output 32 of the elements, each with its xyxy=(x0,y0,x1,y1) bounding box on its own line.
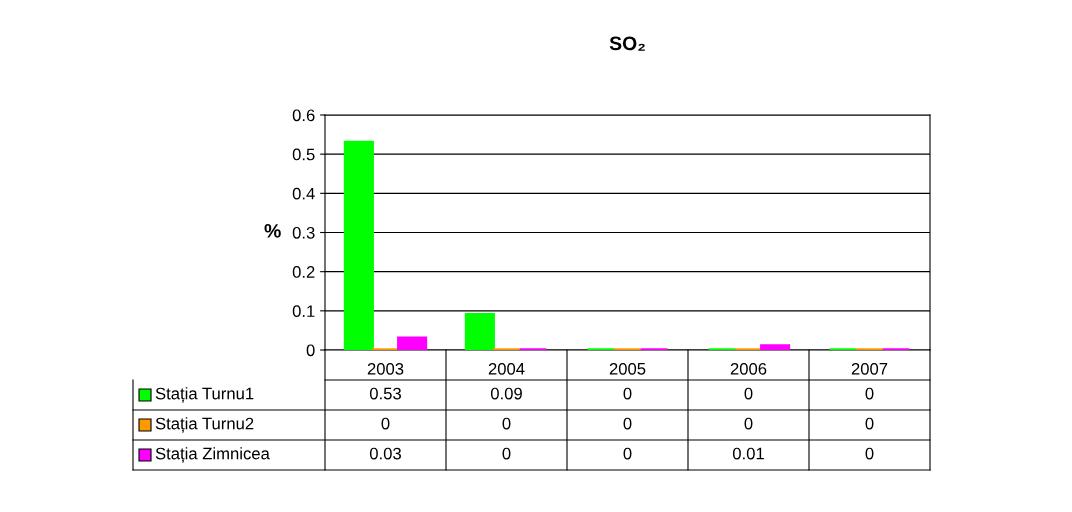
data-label: 0.01 xyxy=(732,447,764,460)
y-tick-label: 0.6 xyxy=(292,109,315,122)
data-label: 0.09 xyxy=(490,387,522,400)
x-tick-label: 2004 xyxy=(488,362,525,375)
legend-label: Stația Turnu2 xyxy=(155,417,254,433)
data-label: 0 xyxy=(623,387,632,400)
y-tick-label: 0 xyxy=(306,344,315,357)
x-tick-label: 2005 xyxy=(609,362,646,375)
y-tick-label: 0.4 xyxy=(292,187,315,200)
data-label: 0 xyxy=(623,447,632,460)
data-label: 0 xyxy=(623,417,632,430)
data-label: 0.03 xyxy=(369,447,401,460)
data-label: 0 xyxy=(865,447,874,460)
chart-title: SO₂ xyxy=(609,36,645,51)
x-tick-label: 2006 xyxy=(730,362,767,375)
x-tick-label: 2007 xyxy=(851,362,888,375)
legend-label: Stația Zimnicea xyxy=(155,447,270,463)
data-label: 0.53 xyxy=(369,387,401,400)
data-label: 0 xyxy=(502,417,511,430)
data-label: 0 xyxy=(381,417,390,430)
data-label: 0 xyxy=(502,447,511,460)
y-tick-label: 0.1 xyxy=(292,305,315,318)
data-label: 0 xyxy=(865,387,874,400)
y-axis-title: % xyxy=(264,224,281,238)
data-label: 0 xyxy=(744,417,753,430)
y-tick-label: 0.2 xyxy=(292,266,315,278)
legend-label: Stația Turnu1 xyxy=(155,387,254,403)
y-tick-label: 0.3 xyxy=(292,226,315,239)
data-label: 0 xyxy=(865,417,874,430)
y-tick-label: 0.5 xyxy=(292,148,315,161)
data-label: 0 xyxy=(744,387,753,400)
x-tick-label: 2003 xyxy=(367,362,404,375)
